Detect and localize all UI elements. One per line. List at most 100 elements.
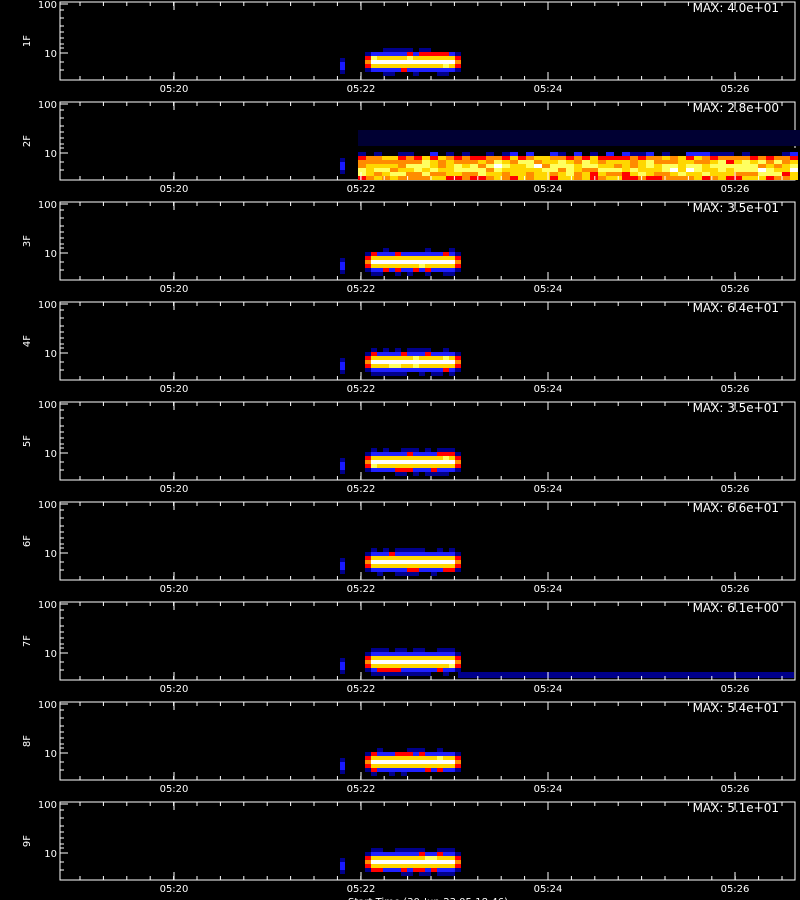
heat-cell	[365, 364, 371, 368]
heat-cell	[431, 248, 437, 252]
heat-cell	[413, 268, 419, 272]
heat-cell	[425, 668, 431, 672]
heat-cell	[383, 64, 389, 68]
heat-cell	[726, 130, 742, 146]
heat-cell	[431, 556, 437, 560]
heat-cell	[419, 768, 425, 772]
heat-cell	[431, 360, 437, 364]
panel-label: 9F	[22, 835, 33, 847]
heat-cell	[413, 852, 419, 856]
heat-cell	[614, 148, 622, 152]
heat-cell	[419, 756, 425, 760]
heat-cell	[340, 666, 345, 670]
panel-7f	[59, 601, 796, 681]
heat-cell	[419, 452, 425, 456]
heat-cell	[395, 448, 401, 452]
heat-cell	[455, 56, 461, 60]
heat-cell	[437, 352, 443, 356]
heat-cell	[395, 468, 401, 472]
heat-cell	[407, 872, 413, 876]
heat-cell	[431, 468, 437, 472]
y-tick-label: 100	[38, 600, 57, 611]
heat-cell	[407, 748, 413, 752]
heat-cell	[431, 652, 437, 656]
heat-cell	[702, 168, 710, 172]
heat-cell	[407, 272, 413, 276]
heat-cell	[438, 130, 454, 146]
heat-cell	[401, 56, 407, 60]
heat-cell	[658, 672, 666, 678]
heat-cell	[574, 168, 582, 172]
heat-cell	[389, 72, 395, 76]
heat-cell	[389, 560, 395, 564]
heat-cell	[437, 52, 443, 56]
heat-cell	[462, 176, 470, 180]
heat-cell	[534, 164, 542, 168]
heat-cell	[494, 168, 502, 172]
heat-cell	[449, 572, 455, 576]
heat-cell	[443, 48, 449, 52]
heat-cell	[366, 176, 374, 180]
x-tick-label: 05:24	[534, 184, 563, 195]
heat-cell	[398, 156, 406, 160]
heat-cell	[407, 548, 413, 552]
heat-cell	[371, 868, 377, 872]
heat-cell	[383, 48, 389, 52]
heat-cell	[365, 556, 371, 560]
heat-cell	[407, 368, 413, 372]
heat-cell	[462, 172, 470, 176]
y-tick-label: 100	[38, 0, 57, 11]
heat-cell	[470, 130, 486, 146]
heat-cell	[449, 460, 455, 464]
heat-cell	[774, 156, 782, 160]
heat-cell	[401, 452, 407, 456]
heat-cell	[710, 156, 718, 160]
heat-cell	[390, 130, 406, 146]
heat-cell	[586, 672, 594, 678]
heat-cell	[407, 256, 413, 260]
heat-cell	[371, 548, 377, 552]
heat-cell	[470, 148, 478, 152]
heat-cell	[371, 860, 377, 864]
heat-cell	[419, 268, 425, 272]
heat-cell	[766, 148, 774, 152]
heat-cell	[414, 176, 422, 180]
heat-cell	[437, 572, 443, 576]
heat-cell	[449, 372, 455, 376]
heat-cell	[437, 872, 443, 876]
heat-cell	[377, 260, 383, 264]
heat-cell	[443, 268, 449, 272]
heat-cell	[449, 52, 455, 56]
heat-cell	[449, 548, 455, 552]
heat-cell	[449, 752, 455, 756]
heat-cell	[340, 258, 345, 262]
heat-cell	[358, 148, 366, 152]
heat-cell	[449, 368, 455, 372]
heat-cell	[383, 764, 389, 768]
heat-cell	[654, 172, 662, 176]
heat-cell	[383, 348, 389, 352]
heat-cell	[371, 672, 377, 676]
heat-cell	[377, 848, 383, 852]
heat-cell	[413, 456, 419, 460]
heat-cell	[377, 456, 383, 460]
heat-cell	[455, 668, 461, 672]
heat-cell	[437, 448, 443, 452]
heat-cell	[786, 672, 794, 678]
heat-cell	[443, 772, 449, 776]
heat-cell	[630, 172, 638, 176]
heat-cell	[425, 472, 431, 476]
heat-cell	[502, 156, 510, 160]
heat-cell	[694, 130, 710, 146]
heat-cell	[389, 868, 395, 872]
heat-cell	[430, 172, 438, 176]
heat-cell	[358, 168, 366, 172]
heat-cell	[401, 752, 407, 756]
heat-cell	[401, 464, 407, 468]
heat-cell	[407, 468, 413, 472]
heat-cell	[389, 764, 395, 768]
heat-cell	[598, 168, 606, 172]
heat-cell	[407, 52, 413, 56]
heat-cell	[790, 152, 798, 156]
heat-cell	[365, 468, 371, 472]
